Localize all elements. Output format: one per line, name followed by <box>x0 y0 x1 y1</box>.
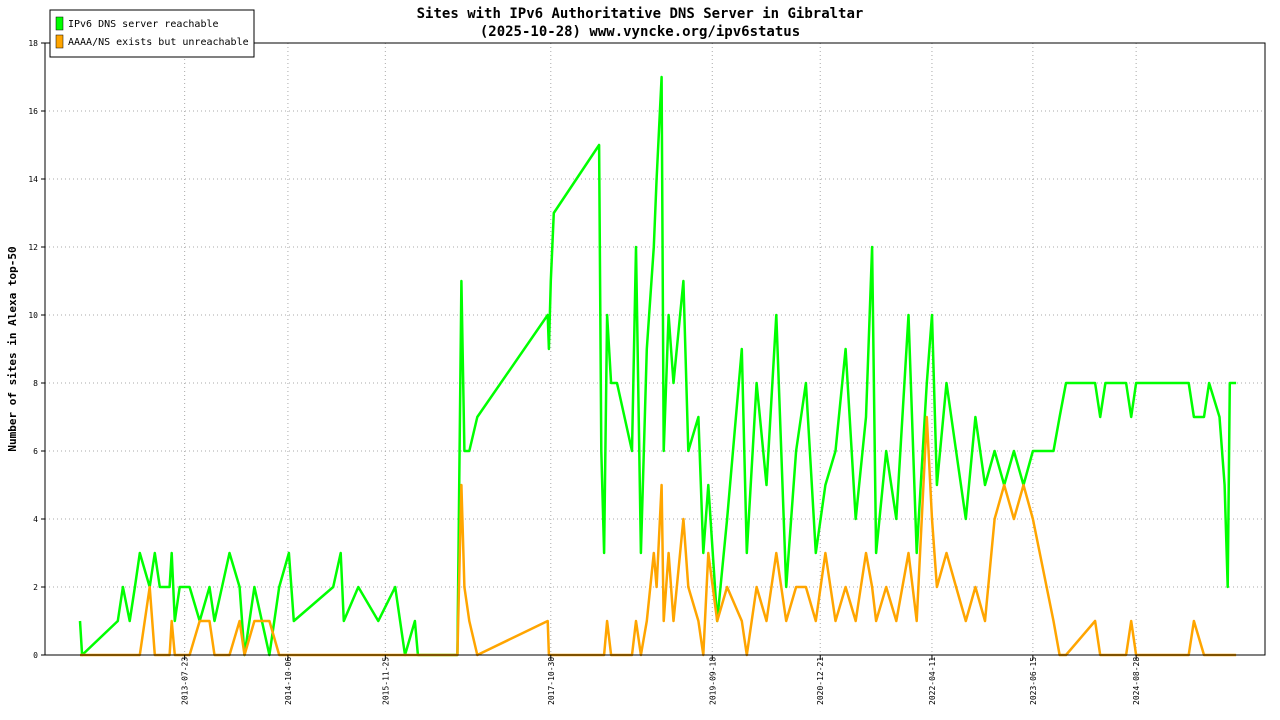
y-tick-label: 18 <box>28 39 38 48</box>
series-line <box>78 75 1237 657</box>
y-tick-label: 14 <box>28 175 38 184</box>
plot-frame <box>44 42 1266 656</box>
y-tick-label: 6 <box>33 447 38 456</box>
chart-title: Sites with IPv6 Authoritative DNS Server… <box>417 6 864 22</box>
plot <box>78 75 1237 657</box>
x-tick-label: 2013-07-23 <box>181 657 190 705</box>
x-tick-label: 2014-10-06 <box>284 657 293 705</box>
y-tick-label: 4 <box>33 515 38 524</box>
y-tick-label: 8 <box>33 379 38 388</box>
x-tick-label: 2020-12-21 <box>816 657 825 705</box>
y-tick-label: 16 <box>28 107 38 116</box>
x-tick-label: 2015-11-25 <box>381 657 390 705</box>
y-tick-label: 12 <box>28 243 38 252</box>
legend-box <box>49 9 255 58</box>
legend: IPv6 DNS server reachable AAAA/NS exists … <box>49 9 255 58</box>
x-tick-label: 2023-06-15 <box>1029 657 1038 705</box>
chart-subtitle: (2025-10-28) www.vyncke.org/ipv6status <box>480 24 800 40</box>
x-tick-label: 2024-08-28 <box>1132 657 1141 705</box>
series-line <box>80 415 1237 657</box>
legend-label: AAAA/NS exists but unreachable <box>68 37 249 48</box>
legend-swatch <box>55 34 64 49</box>
x-tick-label: 2022-04-11 <box>928 657 937 705</box>
x-tick-label: 2017-10-30 <box>547 657 556 705</box>
y-axis-label: Number of sites in Alexa top-50 <box>6 246 19 451</box>
legend-swatch <box>55 16 64 31</box>
y-tick-label: 0 <box>33 651 38 660</box>
legend-label: IPv6 DNS server reachable <box>68 19 219 30</box>
y-tick-label: 10 <box>28 311 38 320</box>
ticks: 0 2 4 6 8 10 12 14 16 18 2013-07-23 2014-10-06 2015-… <box>28 39 1141 705</box>
x-tick-label: 2019-09-18 <box>708 657 717 705</box>
y-tick-label: 2 <box>33 583 38 592</box>
